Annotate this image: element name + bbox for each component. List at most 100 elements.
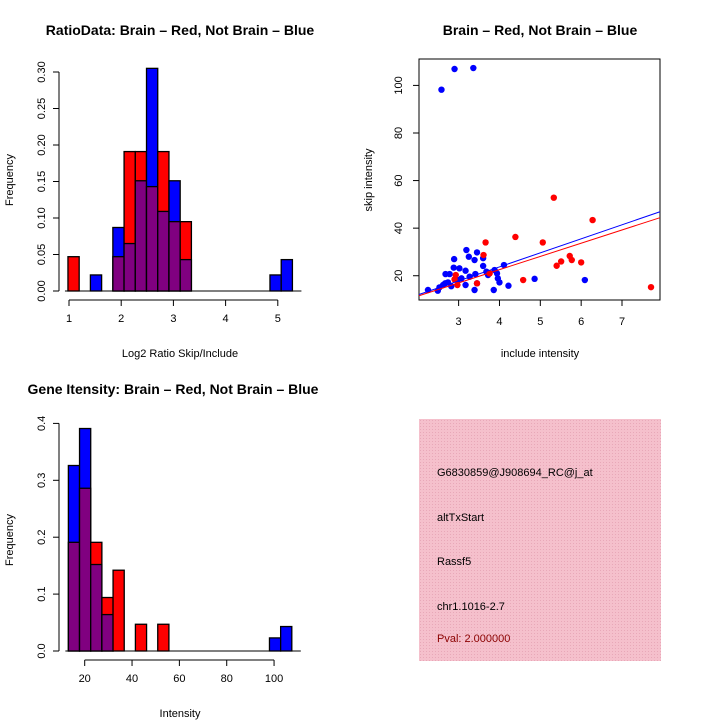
y-tick-label: 40 — [393, 222, 405, 234]
histogram-bar — [280, 258, 294, 292]
y-tick-label: 0.2 — [36, 530, 48, 545]
genomic-location: chr1.1016-2.7 — [437, 601, 505, 613]
scatter-point — [480, 251, 487, 259]
histogram-bar — [89, 274, 103, 292]
regression-line — [418, 211, 661, 296]
y-tick-label: 0.15 — [36, 171, 48, 192]
intensity-histogram-xlabel: Intensity — [160, 708, 201, 720]
scatter-point — [450, 264, 457, 271]
histogram-bar — [269, 274, 282, 292]
x-tick-label: 2 — [118, 313, 124, 325]
scatter-point — [550, 194, 557, 201]
scatter-point — [473, 249, 481, 256]
histogram-bar-overlap — [67, 541, 81, 652]
y-tick-label: 100 — [393, 76, 405, 94]
scatter-point — [496, 279, 503, 286]
scatter-point — [456, 265, 463, 272]
x-tick-label: 1 — [66, 313, 72, 325]
scatter-point — [473, 280, 481, 287]
scatter-point — [519, 276, 527, 284]
histogram-bar — [112, 569, 125, 652]
scatter-point — [493, 270, 501, 277]
intensity-histogram-title: Gene Itensity: Brain – Red, Not Brain – … — [28, 381, 319, 397]
y-tick-label: 0.20 — [36, 134, 48, 155]
y-tick-label: 0.4 — [36, 416, 48, 431]
x-tick-label: 5 — [537, 316, 543, 328]
y-tick-label: 0.1 — [36, 586, 48, 601]
info-panel: G6830859@J908694_RC@j_at altTxStart Rass… — [419, 419, 661, 661]
x-tick-label: 5 — [275, 313, 281, 325]
scatter-point — [479, 262, 487, 270]
y-tick-label: 0.10 — [36, 207, 48, 228]
scatter-point — [490, 286, 497, 294]
gene-name: Rassf5 — [437, 556, 471, 568]
probe-id: G6830859@J908694_RC@j_at — [437, 467, 593, 479]
x-tick-label: 20 — [79, 673, 91, 685]
ratio-histogram: 1 2 3 4 5 0.00 0.05 0.10 0.15 0.20 0.25 0.30 — [36, 61, 302, 325]
y-tick-label: 0.05 — [36, 244, 48, 265]
histogram-bar-overlap — [123, 242, 136, 292]
histogram-bar — [279, 625, 293, 652]
scatter-point — [463, 246, 470, 254]
histogram-bar-overlap — [78, 487, 92, 652]
y-tick-label: 0.30 — [36, 61, 48, 82]
intensity-histogram: 20 40 60 80 100 0.0 0.1 0.2 0.3 0.4 — [36, 416, 301, 685]
scatter-ylabel: skip intensity — [363, 148, 375, 211]
ratio-histogram-title: RatioData: Brain – Red, Not Brain – Blue — [46, 22, 315, 38]
x-tick-label: 60 — [173, 673, 185, 685]
y-tick-label: 0.3 — [36, 473, 48, 488]
histogram-bar — [134, 623, 148, 652]
x-tick-label: 4 — [496, 316, 502, 328]
scatter-point — [470, 64, 477, 72]
x-tick-label: 80 — [221, 673, 233, 685]
scatter-point — [465, 253, 473, 260]
pval: Pval: 2.000000 — [437, 633, 510, 645]
y-tick-label: 0.00 — [36, 280, 48, 301]
y-tick-label: 20 — [393, 270, 405, 282]
scatter-point — [568, 256, 575, 264]
ratio-histogram-ylabel: Frequency — [4, 154, 16, 206]
scatter-point — [581, 276, 589, 284]
scatter-plot: 3 4 5 6 7 20 40 60 80 100 — [393, 58, 661, 328]
scatter-point — [589, 216, 596, 224]
scatter-point — [438, 86, 445, 93]
x-tick-label: 3 — [456, 316, 462, 328]
scatter-point — [577, 259, 585, 266]
scatter-point — [531, 275, 538, 283]
histogram-bar — [67, 256, 80, 292]
x-tick-label: 40 — [126, 673, 138, 685]
scatter-point — [553, 262, 560, 269]
event-type: altTxStart — [437, 512, 484, 524]
x-tick-label: 4 — [223, 313, 229, 325]
scatter-title: Brain – Red, Not Brain – Blue — [443, 22, 638, 38]
histogram-bar — [268, 637, 282, 652]
ratio-histogram-xlabel: Log2 Ratio Skip/Include — [122, 348, 238, 360]
scatter-point — [557, 258, 565, 265]
x-tick-label: 100 — [265, 673, 283, 685]
scatter-point — [539, 239, 546, 246]
y-tick-label: 60 — [393, 174, 405, 186]
scatter-xlabel: include intensity — [501, 348, 580, 360]
histogram-bar-overlap — [145, 185, 159, 292]
regression-line — [418, 217, 661, 297]
histogram-bar-overlap — [134, 180, 148, 292]
y-tick-label: 0.25 — [36, 98, 48, 119]
plot-frame — [418, 58, 661, 301]
histogram-bar-overlap — [168, 220, 181, 292]
y-tick-label: 0.0 — [36, 643, 48, 658]
scatter-point — [446, 270, 453, 278]
histogram-bar-overlap — [112, 256, 125, 292]
scatter-point — [471, 286, 478, 294]
histogram-bar — [157, 623, 170, 652]
scatter-point — [512, 233, 519, 241]
y-tick-label: 80 — [393, 127, 405, 139]
scatter-point — [462, 281, 469, 289]
histogram-bar-overlap — [179, 258, 193, 292]
intensity-histogram-ylabel: Frequency — [4, 514, 16, 566]
x-tick-label: 3 — [170, 313, 176, 325]
scatter-point — [647, 283, 655, 291]
histogram-bar-overlap — [101, 613, 114, 652]
scatter-point — [450, 255, 458, 263]
